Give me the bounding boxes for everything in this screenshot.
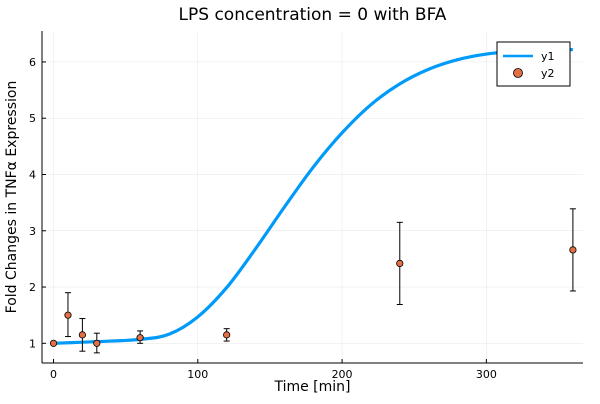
- y-tick-label: 1: [29, 337, 36, 350]
- x-tick-label: 0: [50, 368, 57, 381]
- series-y2-point: [223, 331, 231, 339]
- tick-labels: 0 100 200 300 1 2 3 4 5 6: [29, 56, 497, 381]
- legend-label-y2: y2: [541, 67, 555, 80]
- y-tick-label: 3: [29, 225, 36, 238]
- plot-area: [49, 47, 577, 354]
- grid: [42, 31, 583, 363]
- series-y2-point: [396, 259, 404, 267]
- legend-label-y1: y1: [541, 50, 555, 63]
- series-y2-point: [569, 246, 577, 254]
- legend-swatch-y2: [513, 68, 523, 78]
- y-tick-label: 2: [29, 281, 36, 294]
- x-axis-label: Time [min]: [273, 379, 350, 395]
- y-axis-label: Fold Changes in TNFα Expression: [4, 81, 20, 314]
- legend-box: [496, 41, 571, 87]
- series-y1-line: [53, 47, 573, 345]
- y-tick-label: 4: [29, 168, 36, 181]
- chart-title: LPS concentration = 0 with BFA: [179, 5, 447, 25]
- y-tick-label: 5: [29, 112, 36, 125]
- series-y2-point: [136, 334, 144, 342]
- series-y2-point: [78, 331, 86, 339]
- x-tick-label: 100: [187, 368, 208, 381]
- x-tick-label: 300: [476, 368, 497, 381]
- series-y2-point: [49, 339, 58, 347]
- axes: [41, 31, 583, 364]
- series-y2-point: [93, 339, 101, 347]
- x-tick-label: 200: [332, 368, 353, 381]
- series-y2-point: [64, 311, 72, 319]
- y-tick-label: 6: [29, 56, 36, 69]
